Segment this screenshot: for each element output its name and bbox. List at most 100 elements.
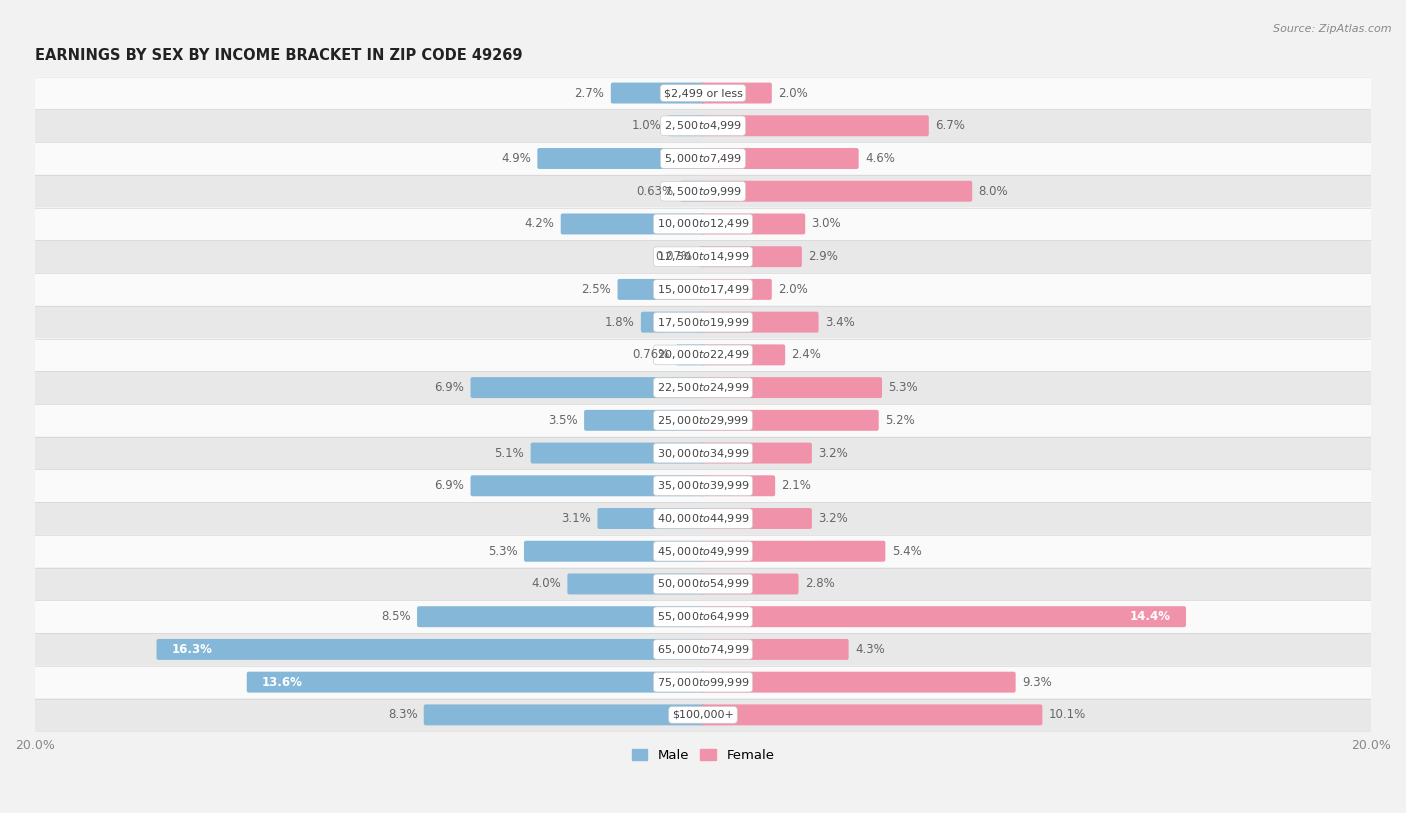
FancyBboxPatch shape [423, 704, 704, 725]
Text: 4.6%: 4.6% [865, 152, 894, 165]
FancyBboxPatch shape [702, 476, 775, 496]
FancyBboxPatch shape [35, 535, 1371, 567]
Text: 4.0%: 4.0% [531, 577, 561, 590]
Legend: Male, Female: Male, Female [626, 744, 780, 767]
FancyBboxPatch shape [702, 115, 929, 137]
Text: 5.3%: 5.3% [488, 545, 517, 558]
Text: $12,500 to $14,999: $12,500 to $14,999 [657, 250, 749, 263]
Text: 2.9%: 2.9% [808, 250, 838, 263]
Text: 0.63%: 0.63% [637, 185, 673, 198]
FancyBboxPatch shape [702, 148, 859, 169]
FancyBboxPatch shape [35, 142, 1371, 175]
FancyBboxPatch shape [35, 110, 1371, 142]
FancyBboxPatch shape [702, 180, 972, 202]
FancyBboxPatch shape [702, 83, 772, 103]
Text: 2.0%: 2.0% [778, 283, 808, 296]
Text: 3.0%: 3.0% [811, 217, 841, 230]
Text: 3.1%: 3.1% [561, 512, 591, 525]
FancyBboxPatch shape [676, 345, 704, 365]
Text: 5.2%: 5.2% [884, 414, 915, 427]
FancyBboxPatch shape [610, 83, 704, 103]
Text: Source: ZipAtlas.com: Source: ZipAtlas.com [1274, 24, 1392, 34]
FancyBboxPatch shape [702, 410, 879, 431]
FancyBboxPatch shape [471, 377, 704, 398]
Text: $75,000 to $99,999: $75,000 to $99,999 [657, 676, 749, 689]
Text: 3.2%: 3.2% [818, 446, 848, 459]
FancyBboxPatch shape [702, 246, 801, 267]
Text: 13.6%: 13.6% [262, 676, 302, 689]
FancyBboxPatch shape [641, 311, 704, 333]
FancyBboxPatch shape [35, 306, 1371, 338]
FancyBboxPatch shape [35, 600, 1371, 633]
Text: $25,000 to $29,999: $25,000 to $29,999 [657, 414, 749, 427]
FancyBboxPatch shape [702, 639, 849, 660]
Text: $40,000 to $44,999: $40,000 to $44,999 [657, 512, 749, 525]
FancyBboxPatch shape [35, 666, 1371, 698]
FancyBboxPatch shape [702, 508, 811, 529]
FancyBboxPatch shape [35, 207, 1371, 241]
Text: $10,000 to $12,499: $10,000 to $12,499 [657, 217, 749, 230]
Text: EARNINGS BY SEX BY INCOME BRACKET IN ZIP CODE 49269: EARNINGS BY SEX BY INCOME BRACKET IN ZIP… [35, 47, 523, 63]
Text: 1.0%: 1.0% [631, 120, 661, 133]
FancyBboxPatch shape [598, 508, 704, 529]
FancyBboxPatch shape [35, 338, 1371, 372]
FancyBboxPatch shape [702, 573, 799, 594]
FancyBboxPatch shape [530, 442, 704, 463]
FancyBboxPatch shape [35, 567, 1371, 600]
Text: $5,000 to $7,499: $5,000 to $7,499 [664, 152, 742, 165]
Text: 14.4%: 14.4% [1129, 611, 1171, 624]
FancyBboxPatch shape [702, 279, 772, 300]
FancyBboxPatch shape [35, 633, 1371, 666]
FancyBboxPatch shape [418, 606, 704, 627]
FancyBboxPatch shape [668, 115, 704, 137]
Text: $2,500 to $4,999: $2,500 to $4,999 [664, 120, 742, 133]
FancyBboxPatch shape [35, 502, 1371, 535]
FancyBboxPatch shape [35, 273, 1371, 306]
Text: 4.2%: 4.2% [524, 217, 554, 230]
FancyBboxPatch shape [561, 214, 704, 234]
Text: 6.9%: 6.9% [434, 480, 464, 493]
Text: 6.9%: 6.9% [434, 381, 464, 394]
Text: $20,000 to $22,499: $20,000 to $22,499 [657, 349, 749, 361]
FancyBboxPatch shape [524, 541, 704, 562]
FancyBboxPatch shape [702, 214, 806, 234]
Text: 8.0%: 8.0% [979, 185, 1008, 198]
Text: 2.4%: 2.4% [792, 349, 821, 361]
FancyBboxPatch shape [702, 311, 818, 333]
Text: $30,000 to $34,999: $30,000 to $34,999 [657, 446, 749, 459]
FancyBboxPatch shape [35, 372, 1371, 404]
FancyBboxPatch shape [246, 672, 704, 693]
Text: $50,000 to $54,999: $50,000 to $54,999 [657, 577, 749, 590]
FancyBboxPatch shape [35, 76, 1371, 110]
FancyBboxPatch shape [156, 639, 704, 660]
Text: $22,500 to $24,999: $22,500 to $24,999 [657, 381, 749, 394]
FancyBboxPatch shape [35, 175, 1371, 207]
Text: 2.1%: 2.1% [782, 480, 811, 493]
FancyBboxPatch shape [702, 606, 1187, 627]
Text: 9.3%: 9.3% [1022, 676, 1052, 689]
FancyBboxPatch shape [35, 241, 1371, 273]
FancyBboxPatch shape [702, 345, 785, 365]
Text: 2.7%: 2.7% [575, 86, 605, 99]
Text: 10.1%: 10.1% [1049, 708, 1085, 721]
FancyBboxPatch shape [35, 698, 1371, 731]
FancyBboxPatch shape [702, 442, 811, 463]
FancyBboxPatch shape [702, 541, 886, 562]
Text: 4.9%: 4.9% [501, 152, 531, 165]
FancyBboxPatch shape [35, 437, 1371, 469]
Text: $65,000 to $74,999: $65,000 to $74,999 [657, 643, 749, 656]
FancyBboxPatch shape [471, 476, 704, 496]
Text: $55,000 to $64,999: $55,000 to $64,999 [657, 611, 749, 624]
Text: 3.4%: 3.4% [825, 315, 855, 328]
Text: 2.0%: 2.0% [778, 86, 808, 99]
Text: $7,500 to $9,999: $7,500 to $9,999 [664, 185, 742, 198]
FancyBboxPatch shape [681, 180, 704, 202]
Text: 2.5%: 2.5% [582, 283, 612, 296]
FancyBboxPatch shape [702, 704, 1042, 725]
FancyBboxPatch shape [583, 410, 704, 431]
Text: 3.5%: 3.5% [548, 414, 578, 427]
FancyBboxPatch shape [537, 148, 704, 169]
Text: 0.07%: 0.07% [655, 250, 692, 263]
Text: 4.3%: 4.3% [855, 643, 884, 656]
FancyBboxPatch shape [702, 672, 1015, 693]
